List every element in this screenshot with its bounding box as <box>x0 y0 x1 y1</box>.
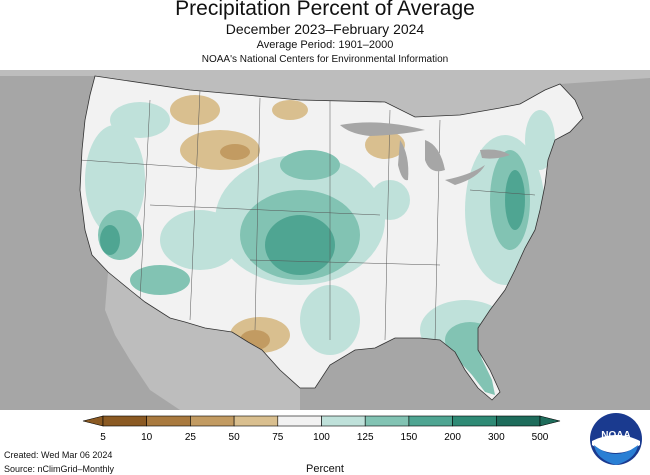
svg-text:NOAA: NOAA <box>601 430 630 441</box>
legend-swatch <box>277 415 322 427</box>
legend-swatch <box>102 415 148 427</box>
legend-arrow-high <box>539 415 561 427</box>
legend-tick-label: 100 <box>313 432 330 443</box>
legend-tick-label: 50 <box>229 432 241 443</box>
legend-tick-label: 125 <box>357 432 374 443</box>
conus-outline <box>79 75 584 401</box>
canada-land <box>0 70 650 117</box>
noaa-logo: NOAA <box>590 413 642 465</box>
legend-title: Percent <box>306 463 344 475</box>
legend-swatch <box>233 415 279 427</box>
legend-swatch <box>452 415 497 427</box>
legend-tick-label: 500 <box>532 432 549 443</box>
mexico-land <box>105 272 300 410</box>
great-lakes <box>340 122 510 185</box>
map-title: Precipitation Percent of Average <box>175 0 475 20</box>
created-date: Created: Wed Mar 06 2024 <box>4 450 113 460</box>
legend-tick-label: 300 <box>488 432 505 443</box>
legend-swatch <box>190 415 235 427</box>
precipitation-map <box>0 70 650 410</box>
legend-swatch <box>321 415 366 427</box>
map-subtitle: December 2023–February 2024 <box>225 21 425 37</box>
legend-tick-label: 150 <box>401 432 418 443</box>
legend-tick-label: 75 <box>272 432 284 443</box>
legend-swatch <box>495 415 541 427</box>
legend-tick-label: 10 <box>141 432 153 443</box>
source-organization: NOAA's National Centers for Environmenta… <box>201 54 449 65</box>
legend-arrow-low <box>82 415 104 427</box>
legend-swatch <box>364 415 410 427</box>
source-note: Source: nClimGrid–Monthly <box>4 464 115 474</box>
legend-colorbar: 5 10 25 50 75 100 125 150 200 300 500 <box>82 415 561 443</box>
average-period: Average Period: 1901–2000 <box>256 39 394 51</box>
legend-swatch <box>146 415 191 427</box>
legend-tick-label: 200 <box>444 432 461 443</box>
florida <box>455 342 495 395</box>
legend-swatch <box>408 415 453 427</box>
legend-tick-label: 5 <box>100 432 106 443</box>
legend-tick-label: 25 <box>185 432 197 443</box>
